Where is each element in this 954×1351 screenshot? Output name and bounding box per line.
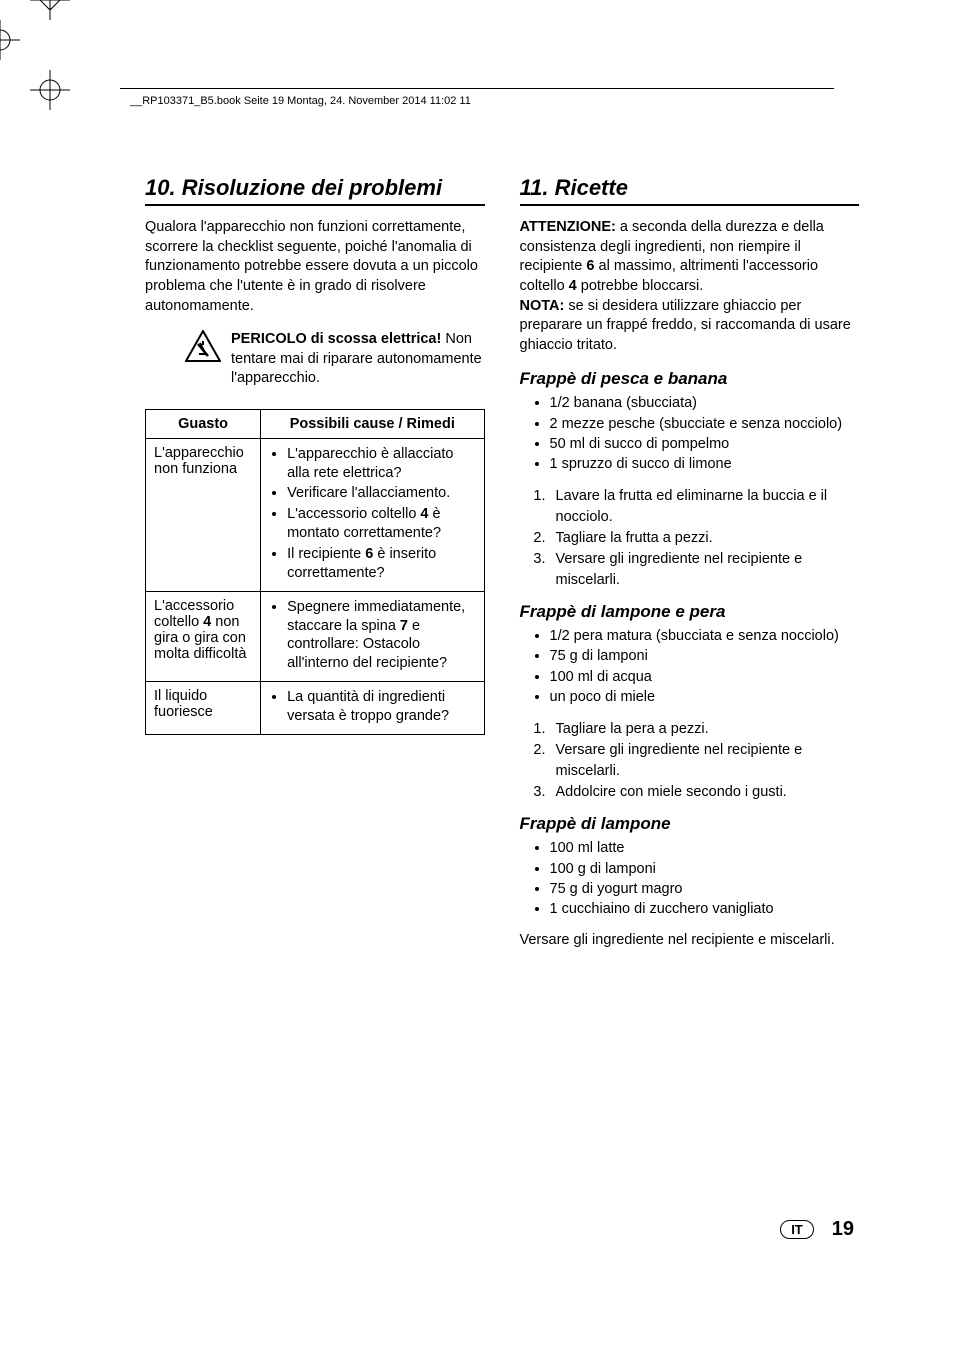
remedy-cell: La quantità di ingredienti versata è tro… <box>261 682 484 735</box>
recipe-1-title: Frappè di pesca e banana <box>520 369 860 389</box>
page-content: 10. Risoluzione dei problemi Qualora l'a… <box>145 175 859 965</box>
table-row: L'accessorio coltello 4 non gira o gira … <box>146 591 485 681</box>
ingredient-item: 100 ml latte <box>550 838 860 858</box>
remedy-item: L'accessorio coltello 4 è montato corret… <box>287 505 475 543</box>
remedy-cell: L'apparecchio è allacciato alla rete ele… <box>261 438 484 591</box>
step-item: Tagliare la pera a pezzi. <box>550 719 860 739</box>
step-item: Versare gli ingrediente nel recipiente e… <box>550 549 860 590</box>
recipe-3-title: Frappè di lampone <box>520 814 860 834</box>
page-number: 19 <box>832 1218 854 1241</box>
recipe-3-ingredients: 100 ml latte 100 g di lamponi 75 g di yo… <box>520 838 860 919</box>
table-row: Il liquido fuoriesce La quantità di ingr… <box>146 682 485 735</box>
section-11-number: 11. <box>520 175 549 200</box>
recipe-1-steps: Lavare la frutta ed eliminarne la buccia… <box>520 486 860 589</box>
crop-mark-top-left <box>30 70 70 110</box>
section-10-title: 10. Risoluzione dei problemi <box>145 175 485 200</box>
ingredient-item: 100 ml di acqua <box>550 667 860 687</box>
remedy-item: L'apparecchio è allacciato alla rete ele… <box>287 445 475 483</box>
warning-box: PERICOLO di scossa elettrica! Non tentar… <box>185 330 485 389</box>
ingredient-item: 1 cucchiaino di zucchero vanigliato <box>550 899 860 919</box>
attention-label: ATTENZIONE: <box>520 219 616 235</box>
step-item: Lavare la frutta ed eliminarne la buccia… <box>550 486 860 527</box>
section-11-title-text: Ricette <box>555 175 628 200</box>
step-item: Addolcire con miele secondo i gusti. <box>550 782 860 802</box>
warning-text: PERICOLO di scossa elettrica! Non tentar… <box>231 330 485 389</box>
recipe-1-ingredients: 1/2 banana (sbucciata) 2 mezze pesche (s… <box>520 393 860 474</box>
attention-para: ATTENZIONE: a seconda della durezza e de… <box>520 218 860 355</box>
remedy-cell: Spegnere immediatamente, staccare la spi… <box>261 591 484 681</box>
section-10-title-text: Risoluzione dei problemi <box>182 175 442 200</box>
troubleshoot-table: Guasto Possibili cause / Rimedi L'appare… <box>145 409 485 735</box>
crop-mark-mid-top <box>0 20 20 60</box>
language-badge: IT <box>780 1220 814 1239</box>
ingredient-item: 75 g di yogurt magro <box>550 879 860 899</box>
left-column: 10. Risoluzione dei problemi Qualora l'a… <box>145 175 485 965</box>
warning-title: PERICOLO di scossa elettrica! <box>231 331 441 347</box>
fault-cell: L'apparecchio non funziona <box>146 438 261 591</box>
remedy-item: Verificare l'allacciamento. <box>287 484 475 503</box>
right-column: 11. Ricette ATTENZIONE: a seconda della … <box>520 175 860 965</box>
recipe-3-final: Versare gli ingrediente nel recipiente e… <box>520 931 860 951</box>
ingredient-item: 50 ml di succo di pompelmo <box>550 434 860 454</box>
recipe-2-ingredients: 1/2 pera matura (sbucciata e senza nocci… <box>520 626 860 707</box>
section-11-rule <box>520 204 860 206</box>
header-text: __RP103371_B5.book Seite 19 Montag, 24. … <box>130 95 471 107</box>
recipe-2-steps: Tagliare la pera a pezzi. Versare gli in… <box>520 719 860 802</box>
ingredient-item: 75 g di lamponi <box>550 646 860 666</box>
remedy-item: Il recipiente 6 è inserito correttamente… <box>287 545 475 583</box>
section-10-rule <box>145 204 485 206</box>
section-11-title: 11. Ricette <box>520 175 860 200</box>
ingredient-item: 1 spruzzo di succo di limone <box>550 454 860 474</box>
fault-text: L'apparecchio non funziona <box>154 445 244 477</box>
ingredient-item: 1/2 pera matura (sbucciata e senza nocci… <box>550 626 860 646</box>
recipe-2-title: Frappè di lampone e pera <box>520 602 860 622</box>
ingredient-item: 100 g di lamponi <box>550 859 860 879</box>
section-10-number: 10. <box>145 175 176 200</box>
step-item: Tagliare la frutta a pezzi. <box>550 528 860 548</box>
table-header-fault: Guasto <box>146 409 261 438</box>
table-header-row: Guasto Possibili cause / Rimedi <box>146 409 485 438</box>
fault-cell: L'accessorio coltello 4 non gira o gira … <box>146 591 261 681</box>
nota-text: se si desidera utilizzare ghiaccio per p… <box>520 298 851 353</box>
warning-triangle-icon <box>185 330 221 362</box>
table-header-remedy: Possibili cause / Rimedi <box>261 409 484 438</box>
nota-label: NOTA: <box>520 298 565 314</box>
table-row: L'apparecchio non funziona L'apparecchio… <box>146 438 485 591</box>
ingredient-item: 2 mezze pesche (sbucciate e senza noccio… <box>550 414 860 434</box>
ingredient-item: un poco di miele <box>550 687 860 707</box>
crop-mark-mid-left <box>30 0 70 20</box>
step-item: Versare gli ingrediente nel recipiente e… <box>550 740 860 781</box>
remedy-item: Spegnere immediatamente, staccare la spi… <box>287 598 475 673</box>
section-10-intro: Qualora l'apparecchio non funzioni corre… <box>145 218 485 316</box>
ingredient-item: 1/2 banana (sbucciata) <box>550 393 860 413</box>
remedy-item: La quantità di ingredienti versata è tro… <box>287 688 475 726</box>
page-footer: IT 19 <box>780 1218 854 1241</box>
fault-cell: Il liquido fuoriesce <box>146 682 261 735</box>
header-rule <box>120 88 834 89</box>
